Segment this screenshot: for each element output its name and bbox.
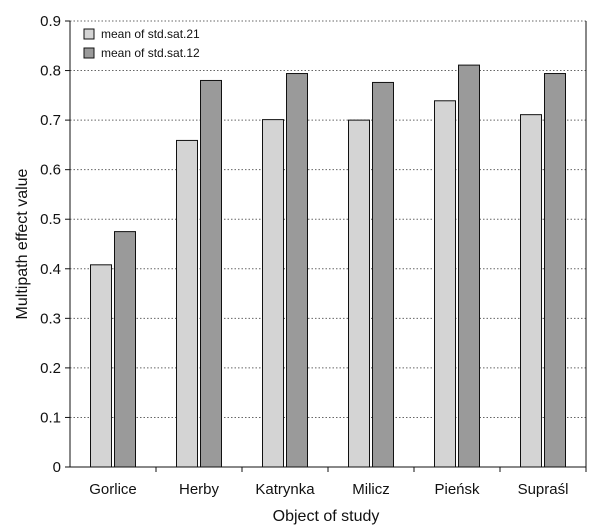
bar-series-1-milicz [348, 119, 370, 468]
bar-series-2-katrynka [286, 73, 308, 468]
axes [69, 21, 587, 468]
x-category-label: Pieńsk [434, 481, 480, 498]
bar-series-2-pieńsk [458, 64, 480, 468]
y-tick-label: 0.3 [40, 310, 61, 327]
y-tick-label: 0.1 [40, 409, 61, 426]
x-axis-categories: Gorlice Herby Katrynka Milicz Pieńsk Supraśl [89, 467, 587, 498]
bar-series-2-gorlice [114, 231, 136, 468]
y-tick-label: 0.5 [40, 211, 61, 228]
y-tick-label: 0.9 [40, 13, 61, 30]
legend-label-series-1: mean of std.sat.21 [101, 27, 200, 41]
bar-series-1-gorlice [90, 264, 112, 468]
bar-series-1-katrynka [262, 119, 284, 468]
y-tick-label: 0.6 [40, 162, 61, 179]
legend-swatch-series-1 [83, 28, 95, 40]
x-axis-title: Object of study [273, 508, 380, 525]
y-tick-label: 0.7 [40, 112, 61, 129]
x-category-label: Katrynka [255, 481, 315, 498]
y-axis-ticks: 0 0.1 0.2 0.3 0.4 0.5 0.6 0.7 0.8 0.9 [40, 13, 70, 476]
x-category-label: Supraśl [518, 481, 569, 498]
y-tick-label: 0.4 [40, 261, 61, 278]
x-category-label: Milicz [352, 481, 390, 498]
bar-series-2-herby [200, 79, 222, 468]
bar-series-1-supraśl [520, 114, 542, 468]
bar-series-2-milicz [372, 81, 394, 468]
legend-swatch-series-2 [83, 47, 95, 59]
bar-groups [90, 64, 566, 468]
legend-label-series-2: mean of std.sat.12 [101, 46, 200, 60]
legend: mean of std.sat.21 mean of std.sat.12 [83, 27, 200, 60]
x-category-label: Gorlice [89, 481, 137, 498]
y-axis-title: Multipath effect value [14, 168, 31, 319]
y-tick-label: 0 [53, 459, 61, 476]
y-tick-label: 0.2 [40, 360, 61, 377]
x-category-label: Herby [179, 481, 220, 498]
bar-series-2-supraśl [544, 73, 566, 468]
y-tick-label: 0.8 [40, 63, 61, 80]
grid-lines [70, 20, 586, 418]
bar-series-1-pieńsk [434, 100, 456, 468]
bar-series-1-herby [176, 139, 198, 468]
